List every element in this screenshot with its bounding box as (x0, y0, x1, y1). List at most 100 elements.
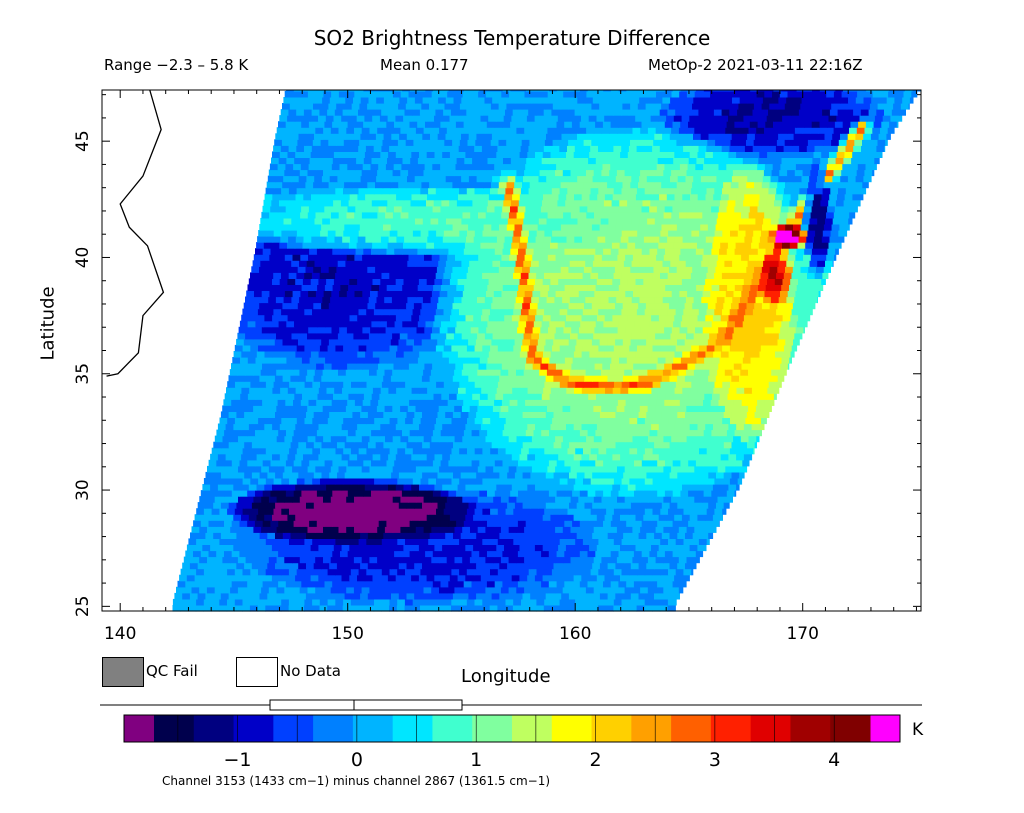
heatmap-cell (713, 423, 722, 431)
heatmap-cell (673, 320, 682, 328)
heatmap-cell (550, 544, 559, 552)
heatmap-cell (406, 375, 415, 382)
heatmap-cell (412, 230, 422, 237)
heatmap-cell (613, 605, 622, 612)
heatmap-cell (386, 490, 395, 497)
heatmap-cell (285, 550, 295, 558)
heatmap-cell (256, 484, 265, 491)
heatmap-cell (441, 242, 450, 249)
heatmap-cell (397, 381, 406, 388)
heatmap-cell (647, 526, 657, 533)
heatmap-cell (530, 562, 539, 570)
heatmap-cell (308, 254, 317, 261)
heatmap-cell (364, 423, 374, 431)
heatmap-cell (746, 338, 755, 346)
heatmap-cell (718, 363, 727, 370)
heatmap-cell (581, 351, 590, 358)
heatmap-cell (321, 592, 330, 600)
heatmap-cell (333, 453, 343, 461)
heatmap-cell (478, 326, 487, 334)
heatmap-cell (801, 260, 811, 267)
heatmap-cell (313, 562, 322, 570)
heatmap-cell (621, 381, 630, 388)
heatmap-cell (803, 254, 812, 261)
heatmap-cell (289, 344, 298, 352)
heatmap-cell (603, 459, 612, 467)
heatmap-cell (561, 338, 570, 346)
heatmap-cell (633, 363, 642, 370)
heatmap-cell (814, 236, 823, 243)
heatmap-cell (740, 369, 749, 376)
heatmap-cell (485, 496, 494, 503)
heatmap-cell (587, 284, 597, 291)
heatmap-cell (265, 568, 274, 576)
heatmap-cell (470, 290, 479, 298)
heatmap-cell (572, 393, 582, 400)
heatmap-cell (751, 242, 760, 249)
heatmap-cell (327, 272, 336, 279)
heatmap-cell (210, 453, 219, 461)
heatmap-cell (510, 520, 519, 527)
heatmap-cell (211, 568, 220, 576)
heatmap-cell (180, 605, 189, 612)
heatmap-cell (649, 320, 659, 328)
heatmap-cell (244, 532, 253, 539)
heatmap-cell (595, 284, 604, 291)
heatmap-cell (405, 508, 414, 515)
heatmap-cell (323, 363, 333, 370)
heatmap-cell (525, 550, 534, 558)
heatmap-cell (394, 520, 403, 527)
heatmap-cell (700, 441, 709, 449)
heatmap-cell (417, 357, 427, 364)
heatmap-cell (629, 417, 638, 425)
heatmap-cell (627, 514, 637, 521)
heatmap-cell (531, 435, 541, 443)
heatmap-cell (445, 471, 454, 479)
heatmap-cell (417, 205, 426, 213)
heatmap-cell (219, 598, 228, 606)
heatmap-cell (681, 393, 690, 400)
heatmap-cell (412, 568, 421, 576)
heatmap-cell (758, 320, 767, 328)
heatmap-cell (248, 574, 257, 582)
heatmap-cell (683, 508, 692, 515)
heatmap-cell (638, 532, 647, 539)
heatmap-cell (610, 520, 620, 527)
heatmap-cell (194, 544, 203, 552)
heatmap-cell (488, 514, 497, 521)
heatmap-cell (507, 441, 516, 449)
heatmap-cell (510, 459, 519, 467)
heatmap-cell (231, 429, 241, 437)
heatmap-cell (719, 459, 728, 467)
heatmap-cell (457, 514, 466, 521)
heatmap-cell (565, 393, 574, 400)
heatmap-cell (644, 230, 654, 237)
heatmap-cell (498, 230, 507, 237)
heatmap-cell (381, 538, 391, 545)
heatmap-cell (535, 278, 544, 285)
heatmap-cell (280, 236, 289, 243)
heatmap-cell (260, 405, 270, 412)
heatmap-cell (315, 405, 324, 412)
heatmap-cell (451, 508, 460, 515)
heatmap-cell (199, 526, 208, 533)
heatmap-cell (492, 260, 501, 267)
heatmap-cell (603, 580, 612, 588)
heatmap-cell (819, 284, 824, 291)
heatmap-cell (612, 484, 621, 491)
heatmap-cell (285, 248, 295, 255)
heatmap-cell (434, 242, 443, 249)
heatmap-cell (253, 435, 262, 443)
heatmap-cell (556, 459, 565, 467)
heatmap-cell (453, 332, 463, 340)
heatmap-cell (463, 490, 473, 497)
heatmap-cell (526, 357, 535, 364)
heatmap-cell (239, 429, 248, 437)
heatmap-cell (456, 393, 465, 400)
heatmap-cell (265, 508, 275, 515)
heatmap-cell (604, 314, 613, 322)
heatmap-cell (481, 387, 490, 394)
heatmap-cell (538, 217, 548, 225)
heatmap-cell (289, 230, 298, 237)
heatmap-cell (523, 369, 532, 376)
